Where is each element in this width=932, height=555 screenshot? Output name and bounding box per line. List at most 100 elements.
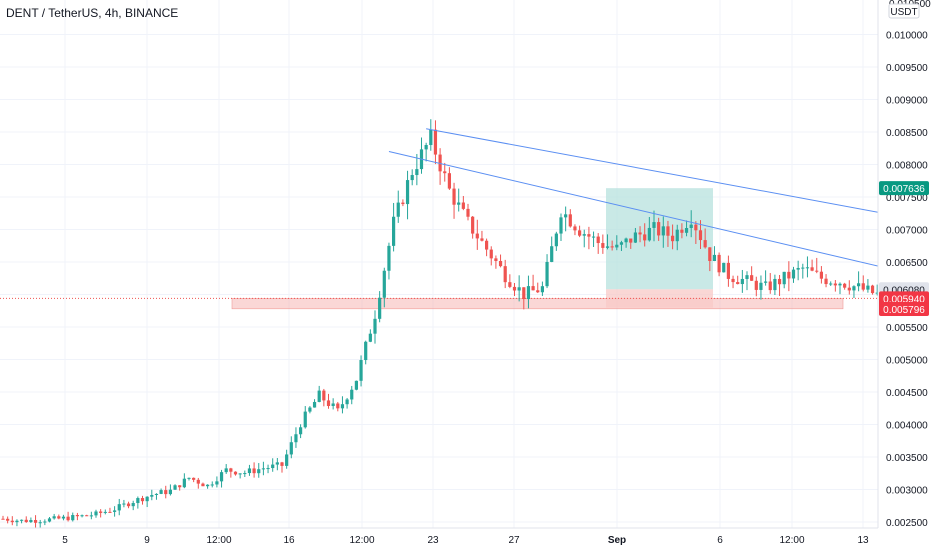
- price-tick-label: 0.004000: [886, 421, 928, 432]
- candle-body: [559, 217, 563, 234]
- candle-body: [159, 490, 163, 494]
- candle-body: [359, 360, 363, 381]
- candle-body: [229, 468, 233, 472]
- candle-body: [843, 283, 847, 288]
- candle-body: [392, 216, 396, 246]
- candle-body: [824, 278, 828, 285]
- candle-body: [154, 493, 159, 495]
- currency-label: USDT: [888, 3, 920, 19]
- candle-body: [38, 522, 42, 524]
- candle-body: [652, 222, 656, 228]
- candle-body: [680, 229, 684, 233]
- candle-body: [433, 129, 438, 155]
- candle-body: [870, 285, 875, 294]
- candle-body: [85, 515, 89, 517]
- candle-body: [833, 283, 837, 286]
- candle-body: [522, 287, 526, 300]
- price-tick-label: 0.002500: [886, 518, 928, 529]
- price-tick-label: 0.003500: [886, 453, 928, 464]
- candle-body: [145, 496, 149, 502]
- candle-body: [647, 227, 651, 241]
- candle-body: [461, 202, 465, 209]
- candle-body: [103, 511, 107, 513]
- candle-body: [531, 286, 535, 291]
- candle-body: [266, 468, 270, 470]
- candle-body: [629, 238, 633, 243]
- candle-body: [750, 275, 754, 281]
- candle-body: [657, 222, 661, 236]
- candle-body: [1, 518, 5, 520]
- price-axis[interactable]: 0.010500USDT0.0100000.0095000.0090000.00…: [877, 0, 932, 550]
- candle-body: [206, 484, 210, 487]
- candle-body: [66, 516, 70, 521]
- candle-body: [498, 260, 503, 267]
- candle-body: [596, 236, 600, 244]
- stop-price-badge-text: 0.005796: [883, 305, 925, 316]
- candle-body: [838, 283, 842, 286]
- candle-body: [526, 286, 531, 300]
- candle-body: [503, 266, 507, 283]
- candle-body: [666, 226, 670, 236]
- candle-body: [252, 468, 256, 474]
- candle-body: [131, 503, 135, 507]
- candle-body: [331, 403, 335, 407]
- stop-price-badge-box: [879, 302, 929, 317]
- candle-body: [20, 519, 24, 521]
- candle-body: [875, 292, 879, 294]
- candle-body: [280, 462, 284, 466]
- time-tick-label: 12:00: [349, 535, 374, 546]
- candle-body: [512, 286, 517, 291]
- currency-label-box: [888, 3, 920, 19]
- candle-body: [322, 390, 326, 401]
- candle-body: [447, 173, 451, 189]
- candle-body: [764, 281, 768, 283]
- candle-body: [615, 244, 619, 248]
- candle-body: [550, 246, 554, 262]
- candle-body: [336, 403, 340, 409]
- candle-body: [708, 247, 712, 261]
- candle-body: [275, 462, 279, 465]
- candle-body: [289, 442, 293, 455]
- candle-body: [578, 230, 582, 236]
- candle-body: [47, 518, 52, 522]
- candle-body: [201, 483, 205, 487]
- candle-body: [517, 287, 521, 291]
- candle-body: [150, 494, 154, 497]
- candle-body: [113, 510, 117, 512]
- time-axis[interactable]: 5 9 12:00 16 12:00 23 27 Sep 6 12:00 13: [0, 527, 878, 546]
- time-tick-label: 6: [717, 535, 723, 546]
- price-axis-bg: [878, 0, 932, 550]
- candle-body: [243, 473, 247, 475]
- candle-body: [382, 270, 386, 298]
- candle-body: [80, 515, 84, 517]
- candle-body: [215, 481, 219, 485]
- candle-body: [43, 521, 47, 523]
- candle-body: [405, 180, 410, 205]
- price-tick-label: 0.005500: [886, 323, 928, 334]
- candle-body: [233, 471, 238, 475]
- target-price-badge: 0.007636: [879, 181, 929, 196]
- candle-body: [308, 407, 312, 412]
- candle-body: [624, 238, 628, 243]
- candle-body: [736, 282, 740, 285]
- candle-body: [140, 498, 145, 502]
- candle-body: [457, 202, 461, 205]
- candle-body: [726, 262, 730, 279]
- candle-body: [638, 232, 642, 235]
- candle-body: [15, 520, 19, 523]
- price-tick-label: 0.008000: [886, 161, 928, 172]
- time-tick-label: 12:00: [206, 535, 231, 546]
- candle-body: [415, 169, 419, 176]
- candle-body: [57, 516, 61, 519]
- candle-body: [271, 464, 275, 469]
- candle-body: [196, 479, 200, 484]
- price-tick-label: 0.007000: [886, 226, 928, 237]
- candle-body: [805, 267, 810, 269]
- candle-body: [782, 271, 786, 285]
- candle-body: [540, 286, 544, 293]
- last-price-badge-text: 0.005940: [883, 294, 925, 305]
- price-tick-label: 0.009500: [886, 63, 928, 74]
